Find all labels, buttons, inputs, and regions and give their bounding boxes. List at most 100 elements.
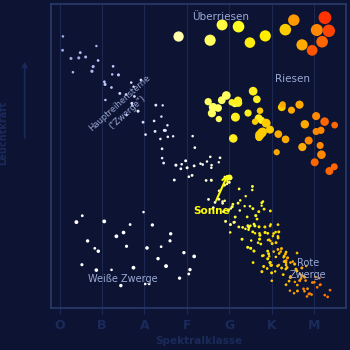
Point bbox=[240, 225, 245, 230]
Point bbox=[222, 198, 228, 204]
Point bbox=[114, 233, 119, 239]
Point bbox=[60, 34, 66, 39]
Point bbox=[298, 276, 304, 281]
Point bbox=[79, 262, 85, 267]
Point bbox=[299, 273, 304, 278]
Point bbox=[259, 253, 265, 259]
Point bbox=[292, 261, 298, 267]
Point bbox=[265, 256, 271, 261]
Point bbox=[153, 102, 159, 108]
Point bbox=[179, 161, 184, 167]
Point bbox=[228, 175, 234, 181]
Point bbox=[318, 282, 323, 287]
Point bbox=[223, 218, 228, 224]
Point bbox=[131, 265, 136, 271]
Point bbox=[283, 262, 289, 268]
Point bbox=[215, 105, 221, 111]
Point bbox=[325, 294, 330, 300]
Point bbox=[265, 231, 271, 236]
Point bbox=[297, 271, 303, 277]
Point bbox=[207, 37, 213, 43]
Point bbox=[280, 272, 286, 278]
Point bbox=[165, 134, 171, 140]
Point bbox=[144, 245, 150, 251]
Point bbox=[272, 268, 278, 274]
Point bbox=[172, 177, 177, 183]
Point bbox=[216, 116, 222, 122]
Point bbox=[189, 173, 195, 178]
Point bbox=[279, 104, 285, 110]
Point bbox=[158, 244, 164, 250]
Point bbox=[90, 64, 96, 69]
Point bbox=[93, 43, 99, 49]
Point bbox=[152, 128, 158, 134]
Point bbox=[267, 127, 273, 132]
Point bbox=[160, 103, 166, 108]
Point bbox=[176, 34, 181, 39]
Point bbox=[216, 160, 222, 165]
Point bbox=[278, 249, 284, 254]
Point bbox=[181, 250, 187, 255]
Point bbox=[288, 260, 293, 265]
Point bbox=[302, 274, 308, 280]
Point bbox=[303, 278, 308, 284]
Point bbox=[322, 119, 327, 125]
Point bbox=[302, 288, 307, 294]
Point bbox=[261, 264, 266, 269]
Point bbox=[226, 180, 232, 185]
Point bbox=[138, 77, 144, 83]
Point bbox=[243, 194, 248, 199]
Point bbox=[254, 216, 260, 222]
Point bbox=[132, 94, 137, 99]
Text: Leuchtkraft: Leuchtkraft bbox=[0, 101, 8, 165]
Point bbox=[299, 42, 305, 48]
Point bbox=[270, 233, 276, 239]
Point bbox=[184, 165, 190, 170]
Point bbox=[326, 28, 331, 34]
Point bbox=[273, 240, 279, 245]
Point bbox=[267, 260, 273, 265]
Point bbox=[140, 119, 146, 125]
Point bbox=[317, 275, 322, 281]
Point bbox=[313, 274, 319, 280]
Point bbox=[224, 93, 229, 98]
Point bbox=[161, 160, 167, 166]
Point bbox=[313, 129, 319, 134]
Point bbox=[170, 133, 176, 139]
Point bbox=[306, 138, 312, 144]
Point bbox=[173, 162, 179, 168]
Point bbox=[108, 85, 114, 90]
Point bbox=[155, 256, 161, 261]
Point bbox=[118, 283, 124, 288]
Point bbox=[163, 263, 169, 269]
Point bbox=[280, 102, 285, 107]
Point bbox=[159, 114, 164, 119]
Point bbox=[247, 203, 253, 209]
Point bbox=[232, 219, 237, 225]
Point bbox=[327, 168, 332, 174]
Point bbox=[256, 134, 262, 140]
Point bbox=[297, 102, 302, 107]
Point bbox=[237, 197, 243, 203]
Point bbox=[251, 221, 257, 227]
Point bbox=[209, 177, 214, 183]
Text: Hauptreihensterne
("Zwerge"): Hauptreihensterne ("Zwerge") bbox=[87, 73, 160, 142]
Point bbox=[178, 166, 184, 172]
Point bbox=[235, 200, 241, 206]
Point bbox=[331, 164, 337, 170]
Point bbox=[318, 152, 324, 158]
Point bbox=[229, 99, 234, 105]
Point bbox=[209, 111, 215, 116]
Point bbox=[283, 258, 289, 264]
Point bbox=[102, 82, 108, 87]
Point bbox=[257, 108, 263, 113]
Point bbox=[220, 201, 225, 206]
Point bbox=[287, 288, 293, 294]
Point bbox=[192, 145, 198, 150]
Point bbox=[276, 251, 282, 256]
Point bbox=[268, 238, 273, 244]
Point bbox=[313, 113, 319, 119]
Point bbox=[116, 72, 121, 78]
Point bbox=[282, 251, 288, 257]
Point bbox=[158, 136, 163, 142]
